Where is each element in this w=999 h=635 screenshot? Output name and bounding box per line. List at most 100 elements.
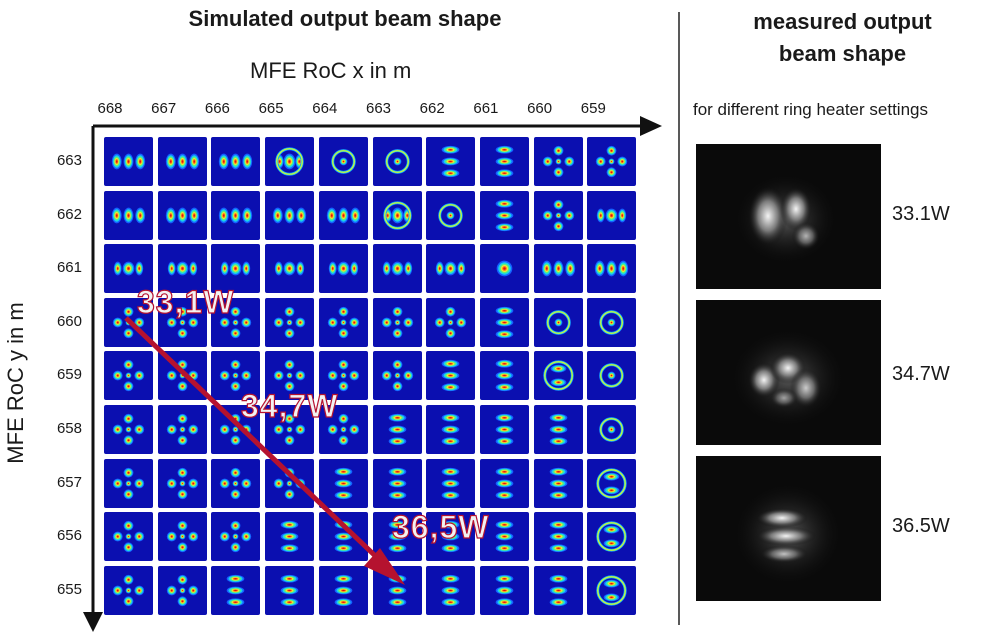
beam-cell-r5-c7 (479, 405, 529, 454)
beam-cell-r4-c9 (587, 351, 637, 401)
beam-mode-diag5 (166, 360, 198, 392)
beam-photo-1 (696, 144, 881, 289)
beam-mode-v3 (334, 521, 353, 553)
beam-cell-r6-c8 (533, 458, 583, 508)
beam-mode-h3 (219, 207, 253, 223)
beam-cell-r6-c6 (426, 458, 476, 508)
beam-cell-r6-c3 (265, 458, 315, 508)
beam-mode-diag5 (381, 306, 413, 338)
power-label-3: 36.5W (892, 515, 950, 537)
beam-cell-r7-c1 (157, 512, 207, 562)
x-axis-arrowhead (640, 116, 662, 136)
beam-mode-v2 (542, 360, 574, 392)
y-tick-label: 655 (56, 580, 82, 598)
beam-mode-h3b (221, 261, 251, 276)
beam-mode-ring (438, 202, 464, 228)
beam-cell-r5-c6 (426, 405, 476, 454)
beam-cell-r0-c7 (479, 137, 529, 186)
beam-cell-r0-c9 (587, 137, 637, 186)
y-tick-label: 661 (56, 259, 82, 277)
beam-mode-h3 (165, 153, 199, 170)
beam-mode-diag5 (166, 521, 198, 553)
beam-cell-r0-c3 (265, 137, 315, 186)
beam-cell-r7-c8 (533, 512, 583, 562)
beam-mode-diag5 (166, 467, 198, 499)
beam-mode-h3 (111, 207, 146, 223)
beam-cell-r8-c2 (211, 565, 261, 615)
beam-cell-r6-c9 (587, 458, 637, 508)
beam-mode-v3 (441, 360, 460, 392)
y-tick-label: 659 (56, 366, 82, 384)
beam-cell-r1-c9 (587, 190, 637, 240)
beam-mode-diag5 (166, 413, 198, 446)
beam-cell-r5-c5 (372, 405, 422, 454)
beam-mode-v3 (280, 574, 299, 606)
beam-mode-ring (599, 417, 625, 442)
y-axis-arrowhead (83, 612, 103, 632)
beam-cell-r6-c0 (104, 458, 153, 508)
beam-mode-ring (599, 309, 625, 335)
beam-mode-diag5 (220, 467, 252, 499)
beam-mode-v3 (495, 413, 514, 446)
beam-mode-v3 (441, 145, 460, 178)
beam-mode-h3 (219, 153, 253, 170)
beam-mode-diag5 (273, 467, 306, 499)
y-tick-label: 656 (56, 527, 82, 545)
beam-cell-r0-c1 (157, 137, 207, 186)
beam-mode-v2 (596, 467, 628, 499)
beam-mode-v3 (334, 574, 353, 606)
beam-mode-ring (384, 149, 410, 174)
beam-cell-r2-c1 (157, 244, 207, 294)
beam-mode-ring (330, 149, 356, 174)
beam-cell-r8-c3 (265, 565, 315, 615)
beam-mode-h3c (382, 200, 412, 230)
beam-photo-3 (696, 456, 881, 601)
beam-cell-r7-c7 (479, 512, 529, 562)
beam-cell-r8-c4 (318, 565, 368, 615)
beam-mode-h3c (275, 147, 304, 176)
beam-cell-r7-c9 (587, 512, 637, 562)
beam-cell-r6-c4 (318, 458, 368, 508)
beam-mode-diag5 (112, 413, 145, 446)
beam-cell-r4-c1 (157, 351, 207, 401)
beam-cell-r3-c8 (533, 297, 583, 347)
x-tick-label: 659 (580, 100, 606, 117)
annotation-36-5w: 36,5W (391, 508, 490, 545)
beam-mode-ring (599, 363, 625, 389)
x-tick-label: 667 (151, 100, 177, 117)
simulated-title: Simulated output beam shape (188, 6, 502, 31)
beam-cell-r0-c0 (104, 137, 153, 186)
measured-title: measured output beam shape (700, 6, 985, 70)
beam-cell-r5-c0 (104, 405, 153, 454)
beam-cell-r3-c5 (372, 297, 422, 347)
beam-cell-r5-c8 (533, 405, 583, 454)
beam-cell-r3-c4 (318, 297, 368, 347)
beam-mode-v3 (549, 413, 567, 446)
beam-cell-r8-c0 (104, 565, 153, 615)
beam-mode-h3b (113, 261, 144, 276)
beam-mode-v3 (280, 521, 299, 553)
beam-mode-diag5 (327, 306, 359, 338)
beam-cell-r1-c7 (479, 190, 529, 240)
beam-cell-r2-c2 (211, 244, 261, 294)
beam-cell-r7-c2 (211, 512, 261, 562)
beam-mode-dot (496, 260, 513, 277)
beam-mode-v3 (441, 467, 460, 499)
beam-mode-v3 (334, 467, 353, 499)
beam-mode-diag5 (542, 145, 574, 178)
beam-cell-r7-c3 (265, 512, 315, 562)
beam-mode-h3b (274, 261, 305, 276)
beam-cell-r8-c8 (533, 565, 583, 615)
beam-mode-h3b (328, 261, 358, 276)
x-tick-label: 664 (312, 100, 338, 117)
y-tick-label: 662 (56, 205, 82, 223)
beam-cell-r7-c0 (104, 512, 153, 562)
beam-mode-h3b (597, 208, 627, 222)
beam-mode-diag5 (112, 467, 145, 499)
beam-cell-r4-c5 (372, 351, 422, 401)
beam-cell-r2-c5 (372, 244, 422, 294)
beam-mode-h3 (541, 260, 575, 277)
beam-mode-diag5 (381, 360, 413, 392)
beam-cell-r1-c5 (372, 190, 422, 240)
